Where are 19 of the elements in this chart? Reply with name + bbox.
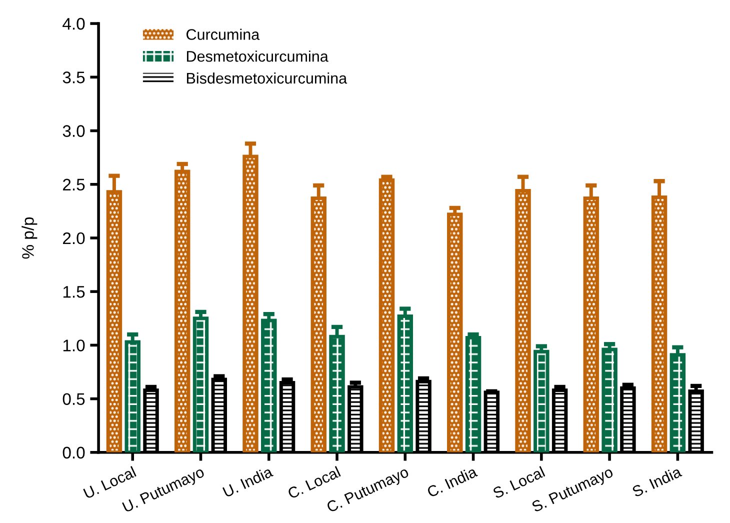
y-tick-label: 0.5 <box>62 393 85 405</box>
legend-label: Desmetoxicurcumina <box>186 50 328 62</box>
y-tick-label: 1.5 <box>63 286 85 298</box>
x-tick-label: S. India <box>631 466 682 498</box>
y-tick-label: 2.5 <box>63 178 85 191</box>
legend-label: Bisdesmetoxicurcumina <box>186 72 348 84</box>
y-axis-title: % p/p <box>22 217 38 259</box>
x-tick-label: C. India <box>426 466 478 498</box>
y-tick-label: 0.0 <box>62 446 85 459</box>
x-tick-label: C. Local <box>286 466 341 500</box>
y-tick-label: 1.0 <box>63 340 85 352</box>
x-tick-label: U. India <box>222 466 274 498</box>
legend-label: Curcumina <box>186 28 260 40</box>
y-tick-label: 3.0 <box>62 125 85 137</box>
y-tick-label: 2.0 <box>63 232 85 244</box>
x-tick-label: U. Local <box>82 466 136 499</box>
y-tick-label: 3.5 <box>62 72 85 84</box>
x-tick-label: S. Local <box>492 466 546 499</box>
y-tick-label: 4.0 <box>62 18 85 30</box>
